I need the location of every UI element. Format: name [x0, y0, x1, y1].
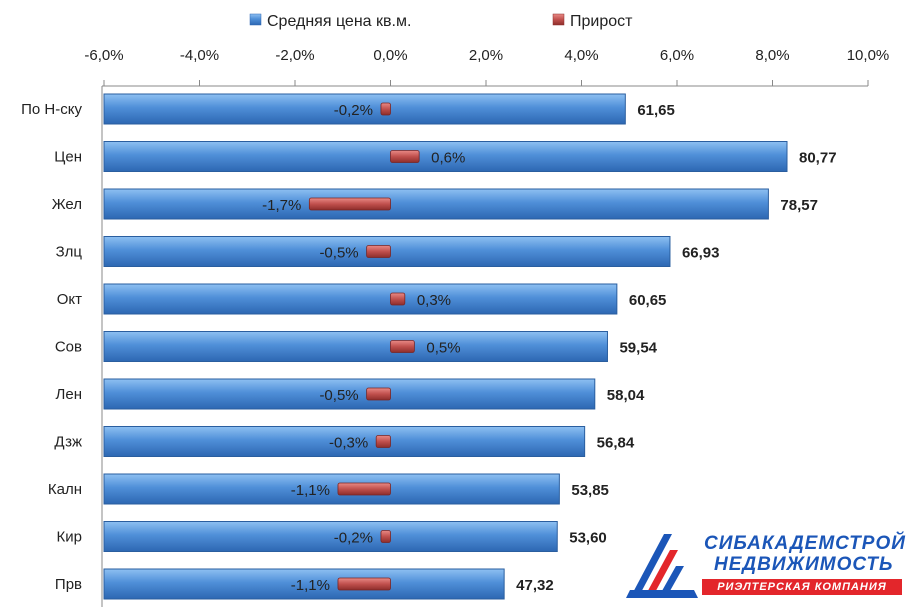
growth-bar [390, 292, 406, 306]
bars: По Н-ску 61,65 -0,2% Цен 80,77 0,6% Жел 78,57 -1… [21, 93, 837, 600]
legend-label-avg-price: Средняя цена кв.м. [267, 13, 411, 30]
growth-value-label: -0,3% [329, 435, 368, 452]
price-value-label: 59,54 [619, 340, 657, 357]
legend-swatch-avg-price [249, 13, 262, 26]
price-bar [103, 331, 608, 362]
growth-bar [380, 530, 391, 543]
legend-swatch-growth [552, 13, 565, 26]
growth-value-label: -0,2% [334, 102, 373, 119]
logo-line-1: СИБАКАДЕМСТРОЙ [704, 533, 906, 554]
growth-bar [366, 387, 391, 401]
growth-value-label: 0,3% [417, 292, 451, 309]
growth-bar [337, 482, 391, 496]
legend: Средняя цена кв.м. Прирост [249, 13, 633, 30]
category-label: Злц [56, 244, 83, 261]
price-value-label: 60,65 [629, 292, 667, 309]
growth-bar [390, 150, 420, 163]
category-label: Окт [57, 291, 82, 308]
growth-bar [366, 245, 391, 258]
price-value-label: 80,77 [799, 150, 837, 167]
growth-bar [375, 435, 391, 448]
price-bar [103, 521, 558, 552]
legend-label-growth: Прирост [570, 13, 633, 30]
x-tick-label: 0,0% [373, 47, 407, 64]
category-label: Цен [54, 149, 82, 166]
price-bar [103, 93, 626, 125]
price-bar [103, 378, 596, 410]
price-bar [103, 188, 769, 220]
category-label: Кир [57, 529, 82, 546]
category-label: Калн [48, 481, 82, 498]
price-value-label: 53,85 [571, 482, 609, 499]
x-tick-label: -6,0% [84, 47, 123, 64]
growth-value-label: -1,1% [291, 482, 330, 499]
price-bar [103, 426, 586, 457]
price-bar [103, 141, 788, 172]
price-bar [103, 473, 560, 505]
x-axis: -6,0% -4,0% -2,0% 0,0% 2,0% 4,0% 6,0% 8,0% 10,0% [84, 47, 889, 607]
x-tick-label: -2,0% [275, 47, 314, 64]
growth-value-label: 0,6% [431, 150, 465, 167]
growth-value-label: -1,7% [262, 197, 301, 214]
growth-value-label: -0,5% [319, 387, 358, 404]
growth-bar [380, 102, 391, 116]
x-tick-label: 8,0% [755, 47, 789, 64]
x-tick-label: -4,0% [180, 47, 219, 64]
price-bar [103, 568, 505, 600]
logo-line-2: НЕДВИЖИМОСТЬ [714, 554, 894, 575]
category-label: Лен [56, 386, 82, 403]
x-tick-label: 10,0% [847, 47, 890, 64]
price-value-label: 47,32 [516, 577, 554, 594]
price-value-label: 56,84 [597, 435, 635, 452]
growth-value-label: -1,1% [291, 577, 330, 594]
growth-bar [308, 197, 391, 211]
x-tick-label: 2,0% [469, 47, 503, 64]
logo-line-3: РИЭЛТЕРСКАЯ КОМПАНИЯ [702, 579, 902, 595]
category-label: Прв [55, 576, 82, 593]
logo-emblem-icon [626, 534, 698, 598]
price-value-label: 53,60 [569, 530, 607, 547]
price-value-label: 61,65 [637, 102, 675, 119]
price-value-label: 78,57 [780, 197, 818, 214]
price-bar [103, 283, 618, 315]
growth-value-label: -0,5% [319, 245, 358, 262]
category-label: По Н-ску [21, 101, 82, 118]
growth-bar [337, 577, 391, 591]
x-tick-label: 6,0% [660, 47, 694, 64]
growth-value-label: -0,2% [334, 530, 373, 547]
growth-value-label: 0,5% [426, 340, 460, 357]
price-value-label: 66,93 [682, 245, 720, 262]
category-label: Дзж [54, 434, 82, 451]
company-logo: СИБАКАДЕМСТРОЙ НЕДВИЖИМОСТЬ РИЭЛТЕРСКАЯ … [622, 528, 907, 602]
category-label: Жел [52, 196, 82, 213]
growth-bar [390, 340, 415, 353]
category-label: Сов [55, 339, 82, 356]
price-value-label: 58,04 [607, 387, 645, 404]
x-tick-label: 4,0% [564, 47, 598, 64]
